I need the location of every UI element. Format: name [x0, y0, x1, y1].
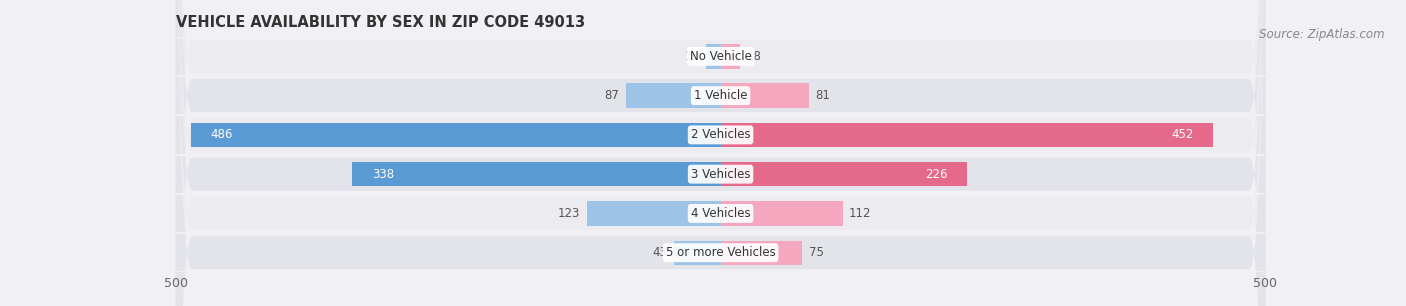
Bar — [586, 201, 721, 226]
FancyBboxPatch shape — [176, 0, 1265, 306]
FancyBboxPatch shape — [176, 0, 1265, 306]
Text: 81: 81 — [815, 89, 831, 102]
Text: 18: 18 — [747, 50, 762, 63]
Text: 13: 13 — [685, 50, 700, 63]
Bar — [626, 84, 721, 108]
FancyBboxPatch shape — [176, 0, 1265, 306]
Bar — [721, 201, 842, 226]
Text: 5 or more Vehicles: 5 or more Vehicles — [665, 246, 776, 259]
Bar — [721, 162, 967, 186]
FancyBboxPatch shape — [176, 0, 1265, 306]
Text: 2 Vehicles: 2 Vehicles — [690, 129, 751, 141]
Bar — [721, 44, 740, 69]
Bar — [673, 241, 721, 265]
Text: 123: 123 — [558, 207, 581, 220]
Text: 43: 43 — [652, 246, 668, 259]
FancyBboxPatch shape — [176, 0, 1265, 306]
Bar — [721, 123, 1213, 147]
Text: 1 Vehicle: 1 Vehicle — [693, 89, 748, 102]
Text: 87: 87 — [605, 89, 619, 102]
Bar — [721, 84, 808, 108]
Text: 75: 75 — [808, 246, 824, 259]
Bar — [721, 241, 803, 265]
Text: 3 Vehicles: 3 Vehicles — [690, 168, 751, 181]
Text: VEHICLE AVAILABILITY BY SEX IN ZIP CODE 49013: VEHICLE AVAILABILITY BY SEX IN ZIP CODE … — [176, 15, 585, 30]
Bar — [353, 162, 721, 186]
Bar — [706, 44, 721, 69]
Text: 112: 112 — [849, 207, 872, 220]
Text: 452: 452 — [1171, 129, 1194, 141]
Text: 486: 486 — [211, 129, 233, 141]
Text: 4 Vehicles: 4 Vehicles — [690, 207, 751, 220]
Bar — [191, 123, 721, 147]
FancyBboxPatch shape — [176, 0, 1265, 306]
Text: Source: ZipAtlas.com: Source: ZipAtlas.com — [1260, 28, 1385, 40]
Text: 226: 226 — [925, 168, 948, 181]
Text: No Vehicle: No Vehicle — [689, 50, 752, 63]
Text: 338: 338 — [373, 168, 394, 181]
